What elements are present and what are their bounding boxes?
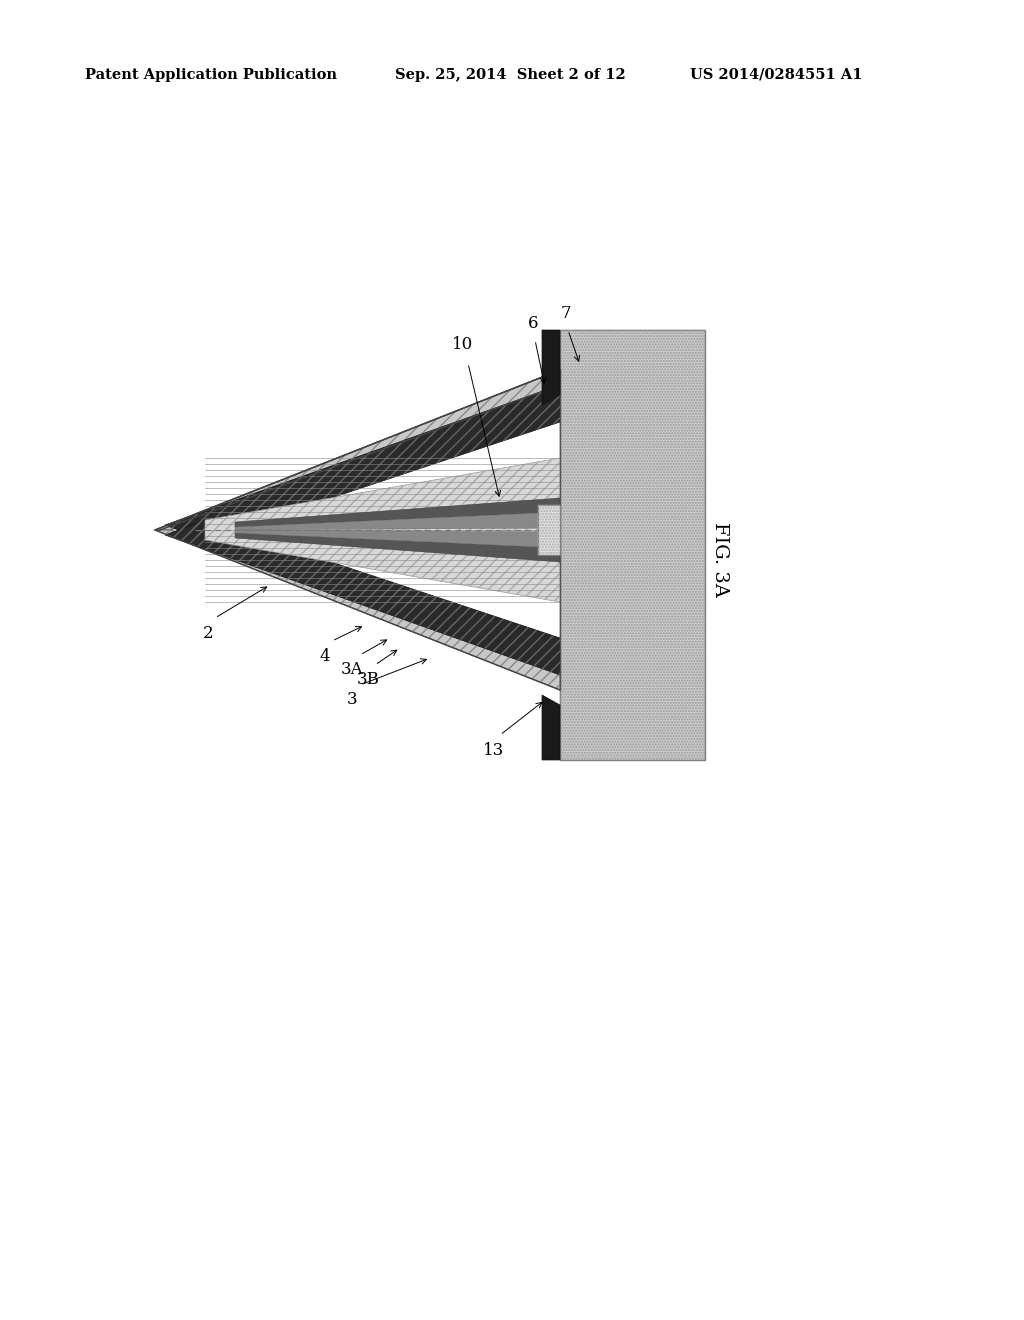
Text: Sep. 25, 2014  Sheet 2 of 12: Sep. 25, 2014 Sheet 2 of 12 bbox=[395, 69, 626, 82]
Polygon shape bbox=[234, 512, 560, 531]
Text: 13: 13 bbox=[483, 742, 505, 759]
Polygon shape bbox=[234, 498, 560, 527]
Polygon shape bbox=[155, 370, 560, 531]
Text: FIG. 3A: FIG. 3A bbox=[711, 523, 729, 598]
Text: 4: 4 bbox=[319, 648, 331, 665]
Text: 10: 10 bbox=[453, 337, 474, 352]
Polygon shape bbox=[155, 531, 560, 690]
Bar bbox=[560, 330, 705, 760]
Polygon shape bbox=[234, 533, 560, 562]
Polygon shape bbox=[205, 458, 560, 602]
Text: 3: 3 bbox=[347, 690, 357, 708]
Polygon shape bbox=[542, 330, 560, 405]
Text: 6: 6 bbox=[527, 315, 539, 333]
Text: 2: 2 bbox=[203, 624, 213, 642]
Text: 7: 7 bbox=[561, 305, 571, 322]
Text: 3B: 3B bbox=[356, 671, 380, 688]
Text: 3A: 3A bbox=[341, 661, 364, 678]
Polygon shape bbox=[234, 531, 560, 548]
Text: Patent Application Publication: Patent Application Publication bbox=[85, 69, 337, 82]
Bar bbox=[538, 506, 560, 554]
Polygon shape bbox=[542, 696, 560, 760]
Polygon shape bbox=[165, 520, 560, 675]
Bar bbox=[538, 506, 560, 554]
Polygon shape bbox=[165, 385, 560, 540]
Bar bbox=[560, 330, 705, 760]
Text: US 2014/0284551 A1: US 2014/0284551 A1 bbox=[690, 69, 862, 82]
